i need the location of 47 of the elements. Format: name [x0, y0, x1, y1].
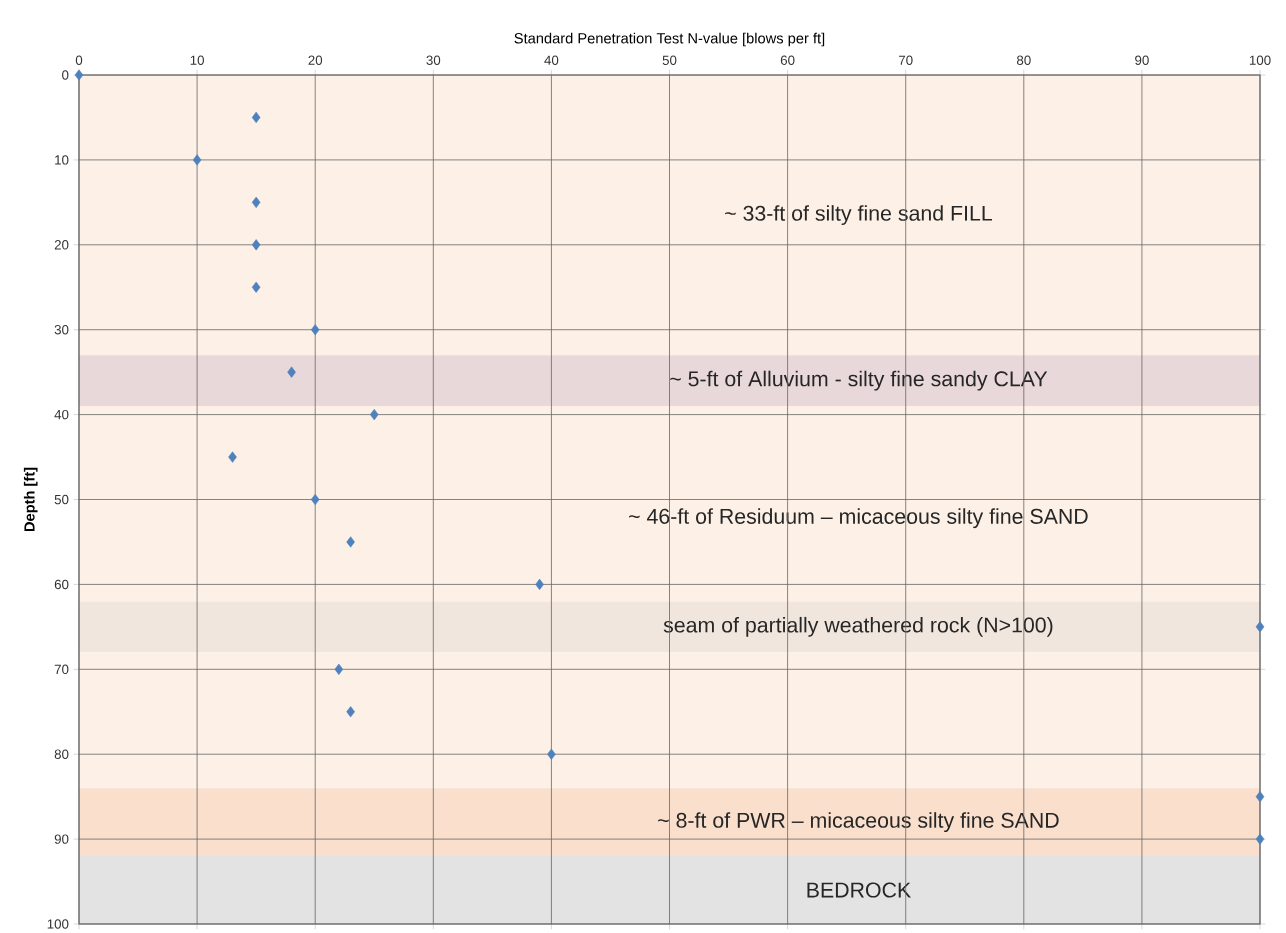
point: [346, 706, 355, 718]
x-tick-label: 60: [780, 55, 795, 65]
band-label: ~ 33-ft of silty fine sand FILL: [725, 205, 992, 226]
point: [251, 196, 261, 208]
y-tick-label: 100: [47, 919, 69, 929]
y-tick-label: 50: [54, 494, 69, 505]
y-tick-label: 20: [54, 240, 69, 250]
band-label: ~ 5-ft of Alluvium - silty fine sandy CLAY: [670, 370, 1048, 391]
y-tick-label: 10: [55, 155, 69, 165]
point: [1255, 621, 1265, 633]
point: [547, 748, 556, 760]
point: [251, 239, 261, 251]
point: [74, 69, 84, 81]
band-label: ~ 8-ft of PWR – micaceous silty fine SAND: [658, 812, 1059, 833]
y-axis-title: Depth [ft]: [23, 467, 38, 532]
point: [287, 366, 296, 378]
point: [310, 493, 320, 506]
x-tick-label: 80: [1016, 55, 1031, 65]
point: [192, 154, 202, 166]
x-tick-label: 90: [1135, 55, 1149, 65]
band-label: BEDROCK: [807, 882, 911, 898]
point: [310, 324, 320, 336]
point: [334, 663, 344, 675]
x-tick-label: 50: [662, 55, 677, 65]
y-tick-label: 30: [54, 324, 69, 335]
x-tick-label: 30: [426, 55, 441, 65]
x-tick-label: 100: [1249, 55, 1271, 65]
y-tick-label: 40: [54, 409, 69, 420]
point: [1255, 791, 1265, 803]
y-tick-label: 70: [54, 664, 69, 675]
point: [346, 536, 355, 548]
x-tick-label: 20: [308, 55, 323, 65]
y-tick-label: 60: [54, 579, 69, 590]
point: [1255, 833, 1265, 845]
point: [251, 111, 261, 124]
point: [369, 409, 379, 421]
x-tick-label: 10: [190, 55, 204, 65]
x-tick-label: 70: [898, 55, 913, 65]
x-axis-title: Standard Penetration Test N-value [blows per ft]: [514, 32, 825, 47]
x-tick-label: 0: [75, 55, 83, 65]
y-tick-label: 80: [54, 749, 69, 759]
point: [228, 451, 237, 463]
y-tick-label: 90: [54, 834, 69, 844]
point: [251, 281, 261, 293]
y-tick-label: 0: [62, 70, 69, 80]
x-tick-label: 40: [544, 55, 559, 65]
band-label: seam of partially weathered rock (N>100): [663, 616, 1053, 637]
